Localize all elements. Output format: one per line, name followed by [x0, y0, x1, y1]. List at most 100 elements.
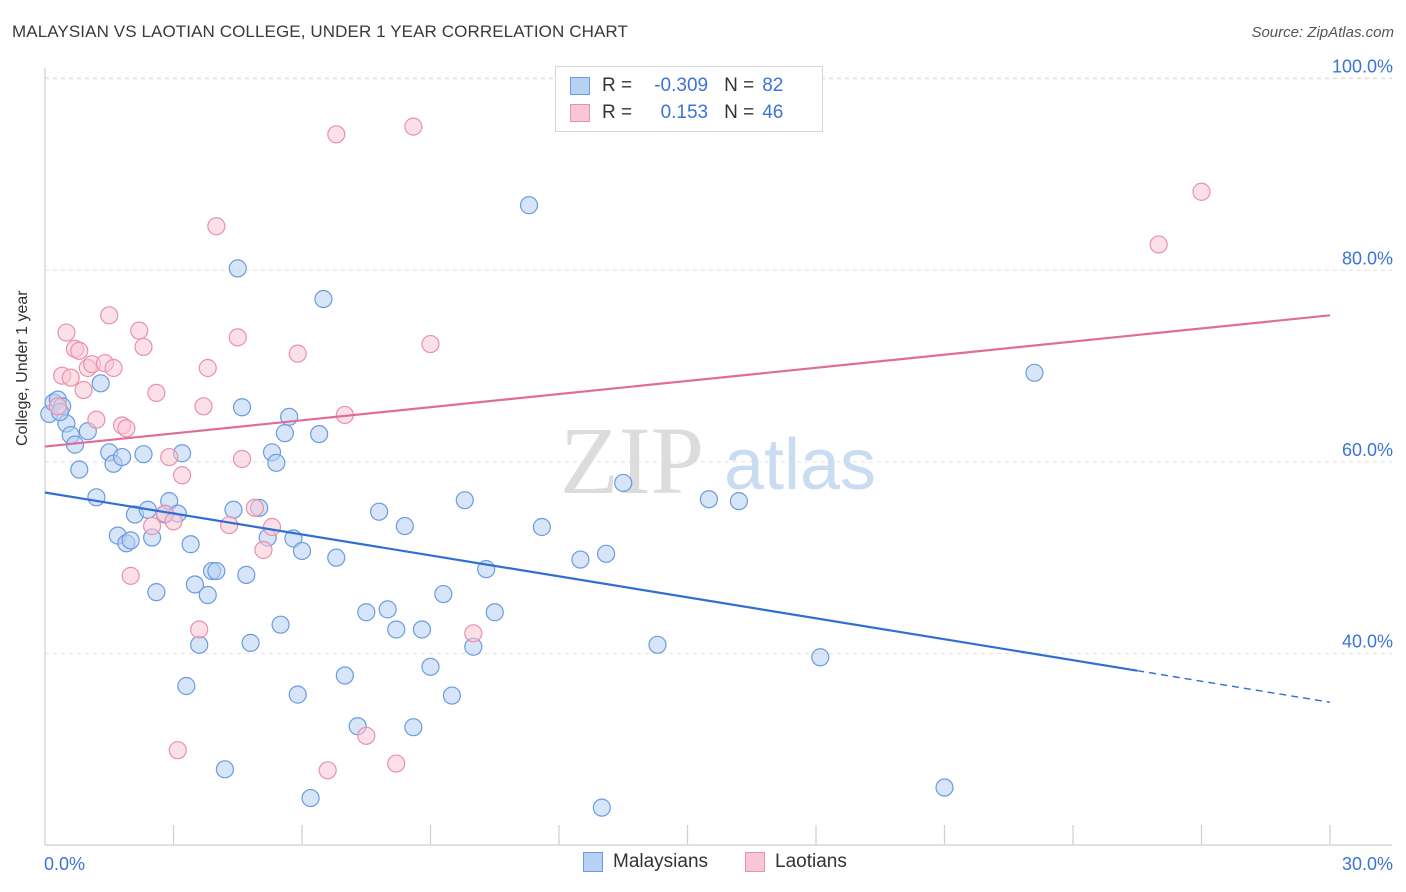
malaysian-point — [134, 445, 153, 464]
x-tick-label: 0.0% — [44, 854, 85, 874]
laotian-point — [245, 498, 264, 517]
malaysian-point — [378, 600, 397, 619]
malaysian-point — [935, 778, 954, 797]
malaysian-point — [112, 447, 132, 467]
malaysian-point — [207, 561, 226, 581]
chart-title: MALAYSIAN VS LAOTIAN COLLEGE, UNDER 1 YE… — [12, 22, 628, 41]
malaysian-point — [91, 374, 110, 393]
malaysian-point — [288, 685, 307, 704]
y-tick-label: 80.0% — [1342, 248, 1393, 268]
laotian-point — [87, 410, 106, 429]
malaysian-point — [215, 760, 234, 779]
malaysian-point — [412, 620, 432, 639]
laotian-point — [194, 397, 213, 416]
laotian-point — [130, 321, 149, 340]
y-tick-label: 60.0% — [1342, 440, 1393, 460]
malaysian-point — [387, 620, 406, 639]
legend-swatch-laotians — [745, 852, 765, 872]
laotian-point — [160, 447, 179, 467]
laotian-point — [168, 741, 187, 760]
malaysian-point — [147, 583, 166, 602]
malaysian-point — [267, 453, 286, 472]
malaysian-point — [532, 517, 551, 537]
malaysian-point — [597, 544, 616, 563]
malaysian-point — [357, 603, 376, 622]
malaysian-point — [190, 635, 209, 654]
legend-r-label: R = — [602, 102, 633, 123]
laotian-point — [288, 344, 307, 363]
laotian-point — [220, 515, 239, 535]
malaysian-point — [421, 657, 440, 676]
laotian-point — [318, 761, 337, 780]
laotian-point — [147, 383, 166, 403]
laotian-point — [48, 397, 67, 416]
malaysian-point — [185, 575, 205, 594]
malaysian-point — [198, 585, 217, 605]
laotian-point — [104, 358, 123, 378]
legend-r-label: R = — [602, 75, 633, 96]
laotian-point — [387, 754, 406, 773]
malaysian-point — [811, 648, 830, 667]
malaysian-point — [729, 492, 749, 511]
watermark-atlas: atlas — [724, 425, 876, 505]
legend-item-malaysians[interactable]: Malaysians — [583, 851, 708, 873]
laotian-point — [142, 516, 162, 536]
malaysian-point — [292, 541, 312, 561]
malaysian-point — [1025, 363, 1044, 382]
malaysian-point — [648, 635, 667, 654]
malaysian-point — [370, 502, 389, 521]
legend-label-laotians: Laotians — [775, 851, 847, 872]
malaysian-point — [70, 460, 89, 479]
laotian-trend-line — [44, 314, 1331, 448]
legend-n-label: N = — [724, 102, 755, 123]
malaysian-point — [121, 531, 140, 550]
y-tick-label: 100.0% — [1332, 57, 1393, 77]
malaysian-point — [232, 398, 252, 417]
correlation-legend: R = -0.309 N = 82 R = 0.153 N = 46 — [555, 66, 823, 132]
malaysian-point — [228, 259, 247, 278]
laotian-point — [464, 624, 483, 643]
legend-swatch-laotians — [570, 104, 590, 122]
malaysian-point — [327, 548, 346, 567]
laotian-point — [421, 334, 440, 354]
malaysian-point — [177, 676, 196, 696]
legend-n-value: 82 — [762, 75, 784, 96]
laotian-point — [74, 380, 93, 400]
malaysian-point — [455, 491, 474, 510]
laotian-point — [228, 328, 247, 347]
malaysian-point — [237, 565, 256, 584]
malaysian-point — [614, 473, 633, 493]
legend-n-label: N = — [724, 75, 755, 96]
malaysian-point — [395, 516, 414, 536]
malaysian-point — [485, 603, 504, 622]
legend-item-laotians[interactable]: Laotians — [745, 851, 847, 873]
legend-row-laotians: R = 0.153 N = 46 — [570, 100, 783, 126]
legend-swatch-malaysians — [570, 77, 590, 95]
y-tick-label: 40.0% — [1342, 631, 1393, 651]
laotian-point — [172, 466, 192, 485]
watermark-zip: ZIP — [560, 407, 704, 514]
laotian-point — [70, 341, 89, 360]
legend-label-malaysians: Malaysians — [613, 851, 709, 872]
laotian-point — [190, 620, 209, 639]
malaysian-point — [241, 633, 260, 652]
laotian-point — [61, 368, 80, 387]
malaysian-point — [301, 788, 320, 808]
laotian-point — [327, 125, 346, 144]
malaysian-point — [314, 289, 333, 309]
laotian-point — [1149, 235, 1168, 254]
malaysian-point — [271, 615, 290, 634]
x-tick-label: 30.0% — [1342, 854, 1393, 874]
source-label: Source: ZipAtlas.com — [1251, 24, 1394, 41]
laotian-point — [262, 517, 282, 537]
laotian-point — [57, 323, 76, 342]
malaysian-point — [87, 488, 106, 507]
malaysian-point — [571, 550, 590, 569]
malaysian-point — [592, 798, 611, 817]
laotian-point — [207, 217, 226, 236]
legend-swatch-malaysians — [583, 852, 603, 872]
laotian-point — [117, 419, 136, 438]
malaysian-point — [275, 424, 294, 443]
malaysian-point — [519, 196, 539, 215]
